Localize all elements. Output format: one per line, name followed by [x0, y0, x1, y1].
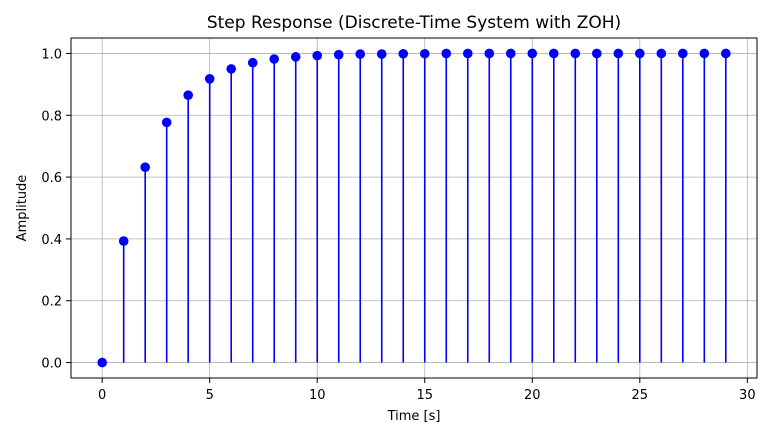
- stem-marker: [548, 48, 559, 59]
- stem-marker: [183, 90, 194, 100]
- stem-marker: [721, 48, 731, 59]
- stem-marker: [355, 49, 366, 59]
- stem-marker: [204, 74, 215, 84]
- y-tick-layer: 0.0 0.2 0.4 0.6 0.8 1.0: [41, 47, 71, 372]
- stem-marker: [699, 48, 710, 59]
- stem-marker: [97, 357, 107, 368]
- y-tick-label: 0.8: [41, 109, 62, 124]
- stem-marker: [376, 49, 387, 59]
- stem-marker: [398, 48, 409, 59]
- stem-marker: [269, 54, 280, 64]
- x-tick-layer: 0 5 10 15 20 25 30: [98, 378, 756, 403]
- y-tick-label: 1.0: [41, 47, 62, 62]
- stem-marker: [634, 48, 645, 59]
- stem-marker: [527, 48, 538, 59]
- stem-marker: [613, 48, 624, 59]
- stem-marker: [441, 48, 452, 59]
- x-axis-label: Time [s]: [387, 409, 441, 424]
- stem-marker: [462, 48, 473, 59]
- stem-marker: [484, 48, 495, 59]
- x-tick-label: 20: [524, 388, 541, 403]
- x-tick-label: 10: [309, 388, 326, 403]
- stem-marker: [312, 50, 323, 61]
- y-tick-label: 0.4: [41, 233, 62, 248]
- x-tick-label: 15: [416, 388, 433, 403]
- y-tick-label: 0.0: [41, 357, 62, 372]
- stem-marker: [333, 49, 344, 60]
- grid-layer: [71, 38, 757, 378]
- chart-title: Step Response (Discrete-Time System with…: [207, 13, 621, 33]
- stem-marker: [591, 48, 602, 59]
- y-tick-label: 0.2: [41, 295, 62, 310]
- stem-marker: [161, 117, 172, 128]
- stem-marker: [290, 52, 301, 62]
- x-tick-label: 0: [98, 388, 106, 403]
- stem-marker: [505, 48, 516, 59]
- x-tick-label: 30: [739, 388, 756, 403]
- stem-marker: [678, 48, 688, 59]
- axes-layer: [70, 37, 758, 379]
- stem-marker: [140, 162, 150, 172]
- stem-marker: [226, 64, 237, 74]
- stem-marker: [570, 48, 581, 59]
- stem-layer: [97, 48, 731, 368]
- plot-frame: [70, 37, 758, 379]
- stem-marker: [419, 48, 430, 59]
- stem-marker: [656, 48, 667, 59]
- x-tick-label: 5: [206, 388, 214, 403]
- stem-marker: [247, 57, 258, 68]
- x-tick-label: 25: [632, 388, 649, 403]
- y-axis-label: Amplitude: [15, 175, 30, 242]
- stem-marker: [118, 236, 129, 246]
- y-tick-label: 0.6: [41, 171, 62, 186]
